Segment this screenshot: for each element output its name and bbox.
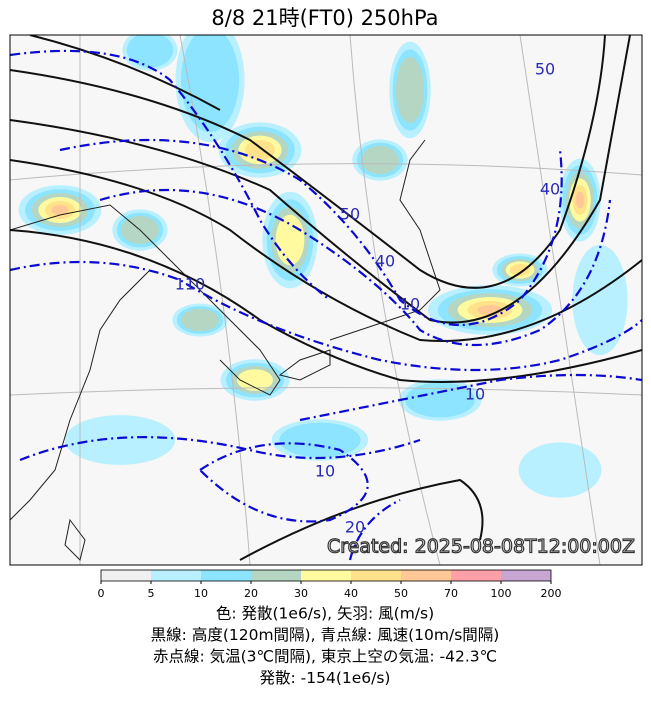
contour-label: 40: [375, 252, 395, 271]
map-title: 8/8 21時(FT0) 250hPa: [211, 6, 438, 30]
colorbar-segment: [501, 570, 551, 581]
caption: 色: 発散(1e6/s), 矢羽: 風(m/s) 黒線: 高度(120m間隔), …: [151, 605, 500, 688]
colorbar-tick-label: 30: [294, 587, 308, 600]
contour-label: 50: [535, 60, 555, 79]
colorbar-tick-label: 70: [444, 587, 458, 600]
divergence-blob: [51, 204, 69, 216]
divergence-blob: [237, 369, 273, 391]
coastlines: [10, 139, 441, 561]
contour-label: 10: [400, 295, 420, 314]
colorbar-tick-label: 100: [491, 587, 512, 600]
contour-label: 40: [540, 180, 560, 199]
colorbar-segment: [401, 570, 451, 581]
divergence-blob: [64, 415, 176, 465]
colorbar-tick-label: 20: [244, 587, 258, 600]
divergence-shading: [18, 35, 628, 498]
caption-line: 発散: -154(1e6/s): [260, 669, 391, 687]
height-contours: [10, 35, 642, 561]
colorbar-tick-label: 10: [194, 587, 208, 600]
contour-label: 110: [175, 275, 206, 294]
colorbar-segment: [151, 570, 201, 581]
colorbar-segment: [201, 570, 251, 581]
caption-line: 色: 発散(1e6/s), 矢羽: 風(m/s): [216, 605, 434, 623]
divergence-blob: [510, 264, 530, 276]
divergence-blob: [275, 214, 305, 266]
divergence-blob: [126, 35, 174, 68]
divergence-blob: [181, 308, 219, 332]
divergence-blob: [518, 442, 602, 498]
map-frame: [9, 34, 643, 566]
divergence-blob: [575, 191, 585, 209]
colorbar-segment: [351, 570, 401, 581]
contour-label: 50: [340, 205, 360, 224]
colorbar: 0 5 10 20 30 40 50 70 100 200: [98, 569, 562, 600]
divergence-blob: [279, 422, 361, 458]
colorbar-tick-label: 0: [98, 587, 105, 600]
divergence-blob: [245, 140, 275, 160]
divergence-blob: [181, 35, 239, 133]
colorbar-tick-label: 50: [394, 587, 408, 600]
colorbar-tick-label: 200: [541, 587, 562, 600]
divergence-blob: [395, 57, 425, 123]
divergence-blob: [361, 145, 399, 175]
colorbar-segment: [451, 570, 501, 581]
divergence-blob: [477, 304, 503, 316]
colorbar-tick-label: 40: [344, 587, 358, 600]
divergence-blob: [572, 244, 628, 356]
caption-line: 黒線: 高度(120m間隔), 青点線: 風速(10m/s間隔): [151, 626, 500, 644]
divergence-blob: [405, 382, 475, 418]
colorbar-segment: [101, 570, 151, 581]
contour-label: 20: [345, 518, 365, 537]
colorbar-tick-label: 5: [148, 587, 155, 600]
colorbar-segment: [301, 570, 351, 581]
wind-speed-contours: [10, 49, 642, 561]
contour-label: 10: [315, 462, 335, 481]
contour-label: 10: [465, 385, 485, 404]
colorbar-segment: [251, 570, 301, 581]
colorbar-frame: [100, 569, 552, 582]
caption-line: 赤点線: 気温(3℃間隔), 東京上空の気温: -42.3℃: [153, 648, 497, 666]
created-timestamp: Created: 2025-08-08T12:00:00Z: [327, 536, 635, 558]
